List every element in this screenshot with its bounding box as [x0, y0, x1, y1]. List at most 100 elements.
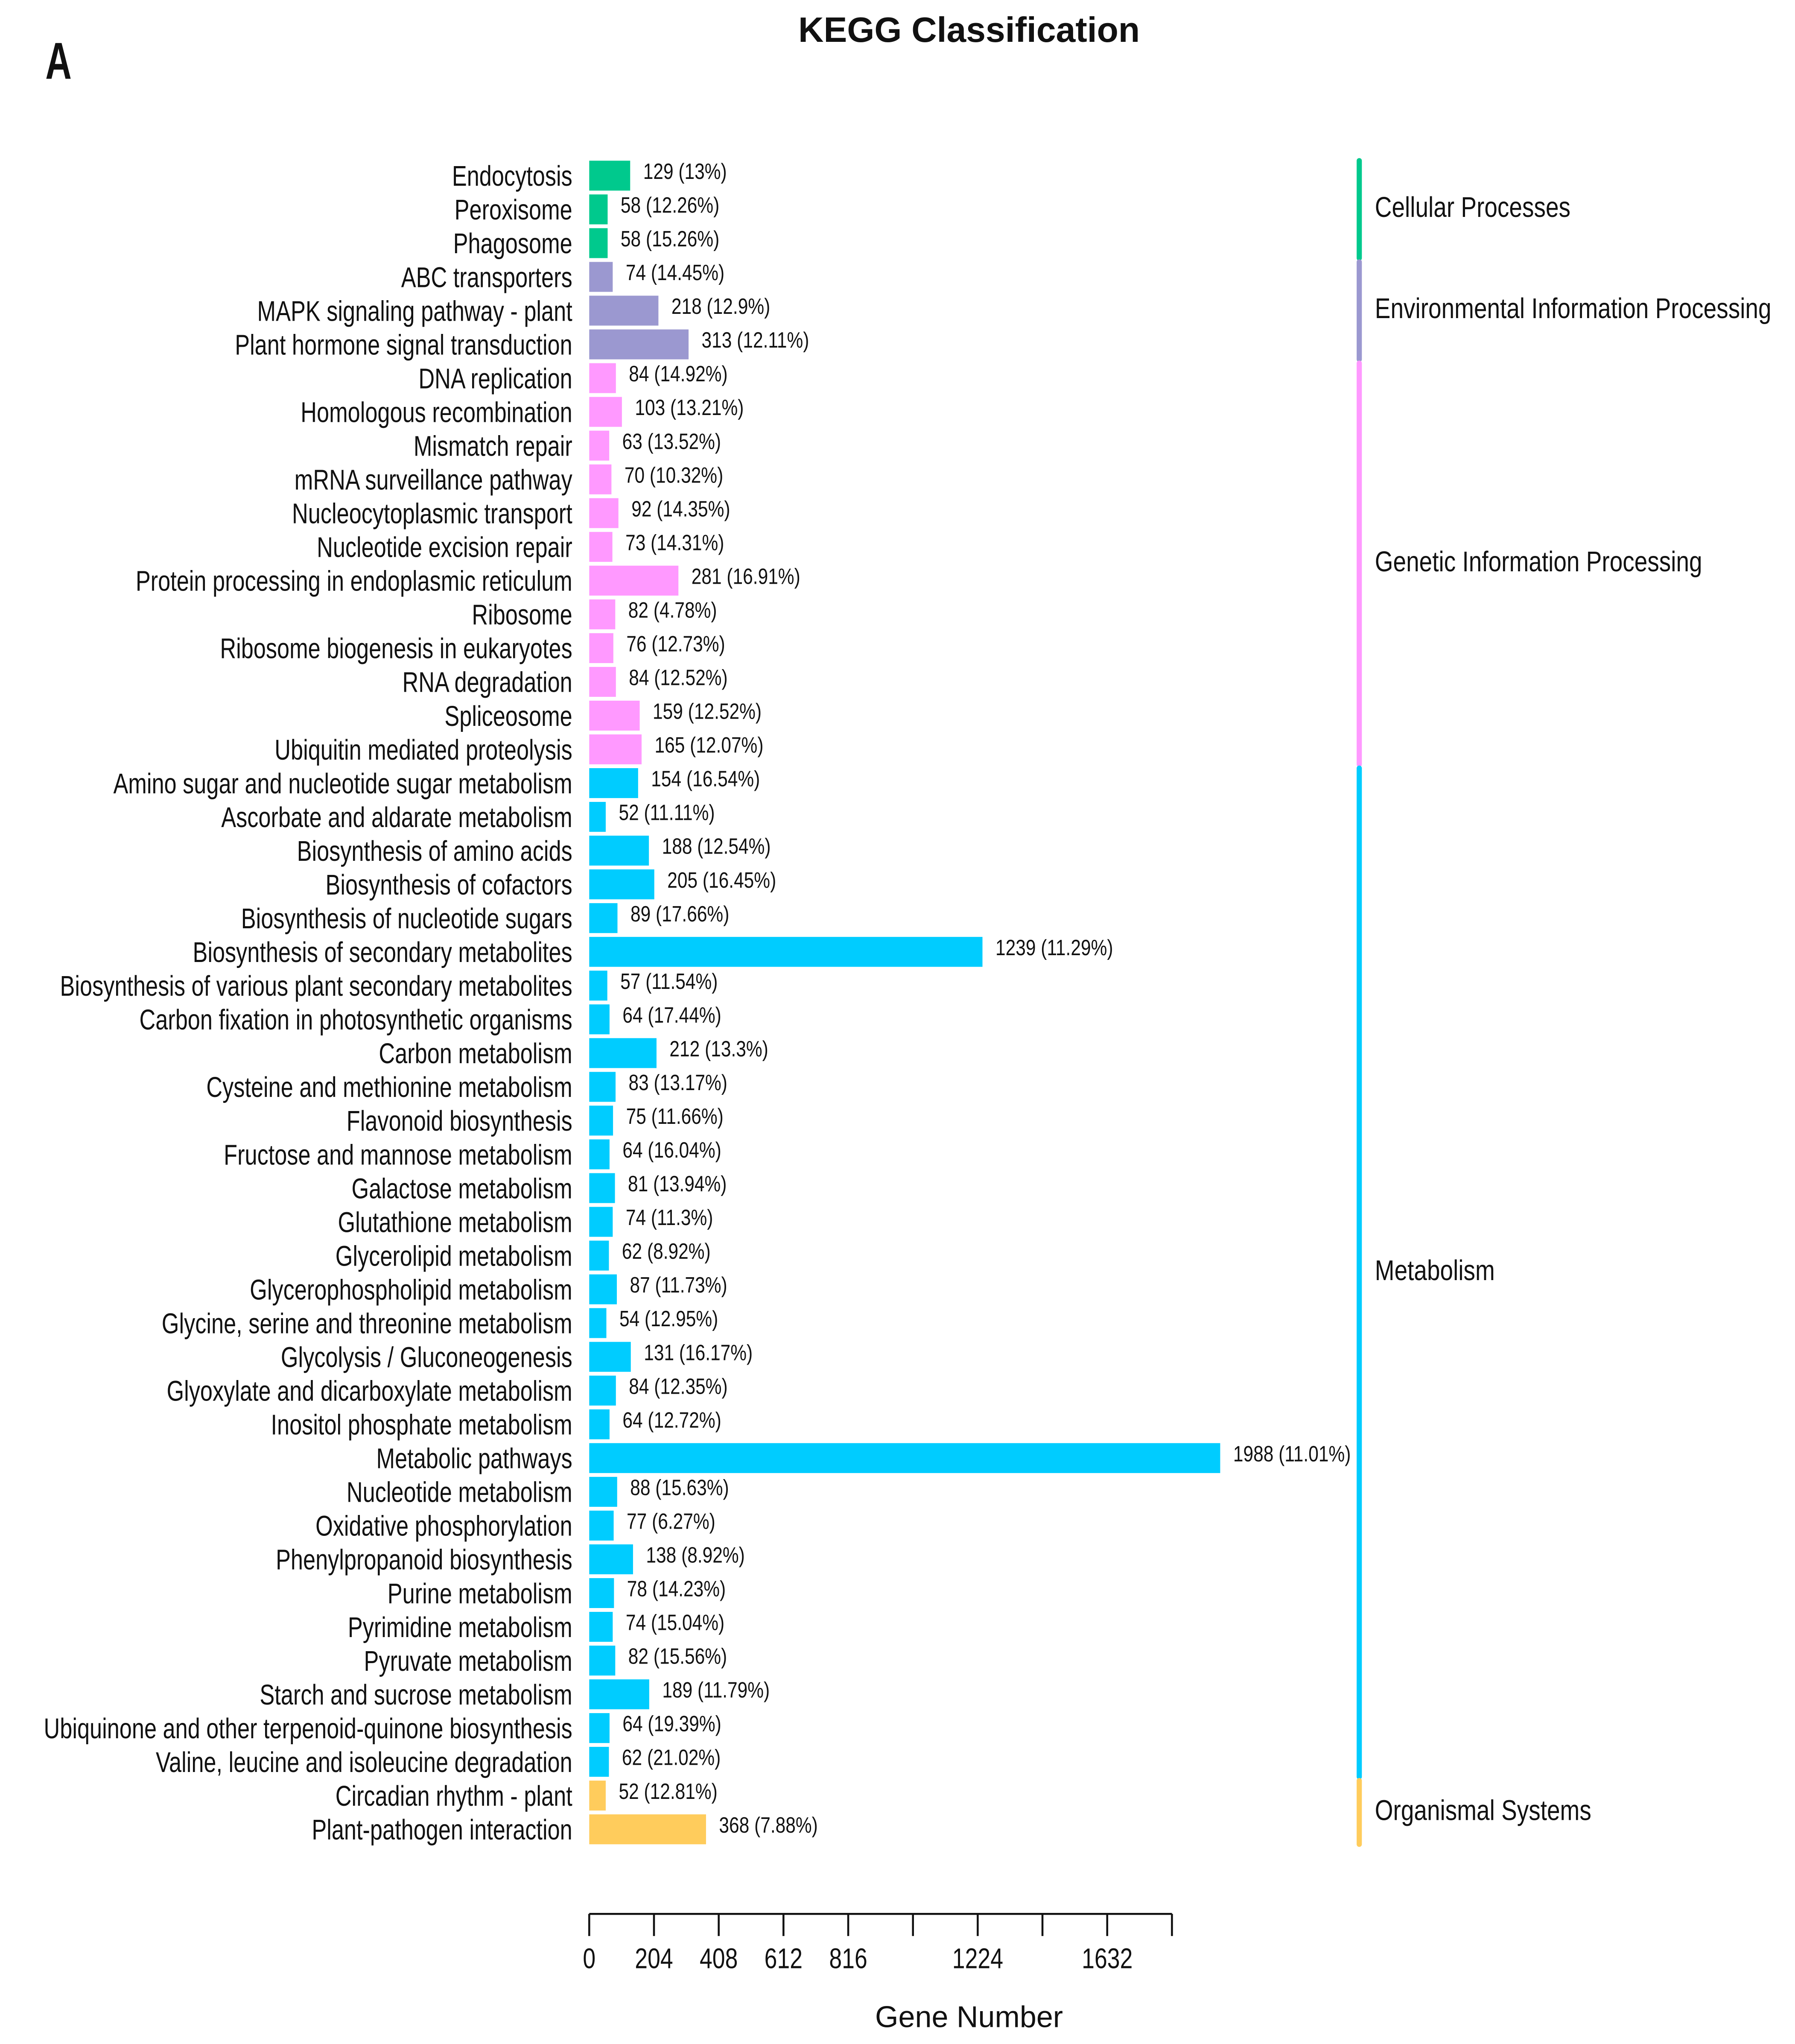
- value-label: 62 (8.92%): [622, 1239, 711, 1264]
- category-label-group: Phagosome: [453, 228, 572, 260]
- value-label-group: 84 (12.35%): [629, 1374, 727, 1399]
- bar: [589, 262, 613, 292]
- bar: [589, 1443, 1220, 1473]
- value-label: 54 (12.95%): [619, 1307, 718, 1331]
- x-tick-label: 0: [583, 1942, 595, 1974]
- bar: [589, 498, 619, 528]
- y-tick-label: Endocytosis: [452, 160, 572, 192]
- value-label: 64 (16.04%): [622, 1138, 721, 1163]
- bar: [589, 802, 606, 832]
- y-tick-label: Protein processing in endoplasmic reticu…: [136, 565, 572, 597]
- bar: [589, 1240, 609, 1271]
- value-label-group: 54 (12.95%): [619, 1307, 718, 1331]
- y-tick-label: Mismatch repair: [414, 430, 572, 462]
- value-label-group: 92 (14.35%): [631, 497, 730, 521]
- y-tick-label: Amino sugar and nucleotide sugar metabol…: [113, 768, 572, 800]
- value-label-group: 212 (13.3%): [669, 1037, 768, 1061]
- y-tick-label: Plant-pathogen interaction: [312, 1814, 572, 1846]
- y-tick-label: Flavonoid biosynthesis: [347, 1105, 572, 1137]
- value-label: 82 (15.56%): [628, 1644, 727, 1669]
- bar: [589, 1038, 657, 1068]
- value-label: 82 (4.78%): [628, 598, 717, 623]
- bar: [589, 1308, 607, 1338]
- value-label-group: 74 (14.45%): [626, 260, 724, 285]
- group-label: Cellular Processes: [1375, 191, 1570, 223]
- value-label: 87 (11.73%): [630, 1273, 727, 1298]
- value-label-group: 64 (16.04%): [622, 1138, 721, 1163]
- x-tick-label-group: 816: [829, 1942, 867, 1974]
- y-tick-label: Inositol phosphate metabolism: [271, 1409, 572, 1441]
- y-tick-label: DNA replication: [418, 363, 572, 395]
- category-label-group: Peroxisome: [455, 194, 572, 226]
- bar: [589, 1645, 616, 1676]
- bar: [589, 1544, 633, 1574]
- value-label-group: 64 (19.39%): [622, 1712, 721, 1737]
- value-label-group: 77 (6.27%): [627, 1509, 715, 1534]
- value-label: 84 (12.35%): [629, 1374, 727, 1399]
- bar: [589, 836, 649, 866]
- value-label-group: 189 (11.79%): [662, 1678, 770, 1703]
- value-label: 159 (12.52%): [653, 699, 762, 724]
- y-tick-label: Glycolysis / Gluconeogenesis: [281, 1341, 572, 1373]
- bar: [589, 1105, 613, 1136]
- value-label-group: 159 (12.52%): [653, 699, 762, 724]
- value-label-group: 89 (17.66%): [630, 902, 729, 927]
- y-tick-label: Galactose metabolism: [351, 1173, 572, 1205]
- category-label-group: Ribosome: [472, 599, 572, 631]
- bar: [589, 1207, 613, 1237]
- y-tick-label: Biosynthesis of amino acids: [297, 835, 572, 867]
- value-label: 129 (13%): [643, 159, 727, 184]
- value-label-group: 188 (12.54%): [662, 834, 771, 859]
- value-label-group: 75 (11.66%): [626, 1104, 724, 1129]
- bar: [589, 1814, 706, 1845]
- bar: [589, 937, 983, 967]
- value-label-group: 84 (14.92%): [629, 362, 727, 386]
- y-tick-label: Ribosome: [472, 599, 572, 631]
- value-label: 92 (14.35%): [631, 497, 730, 521]
- x-tick-label-group: 204: [635, 1942, 673, 1974]
- bar: [589, 1611, 613, 1642]
- value-label: 83 (13.17%): [629, 1070, 727, 1095]
- bar: [589, 768, 638, 798]
- value-label-group: 64 (12.72%): [622, 1408, 721, 1433]
- value-label: 205 (16.45%): [667, 868, 776, 893]
- category-label-group: Endocytosis: [452, 160, 572, 192]
- value-label: 57 (11.54%): [620, 969, 718, 994]
- value-label-group: 81 (13.94%): [628, 1172, 727, 1196]
- value-label: 212 (13.3%): [669, 1037, 768, 1061]
- bar: [589, 903, 618, 933]
- category-label-group: Ubiquinone and other terpenoid-quinone b…: [44, 1713, 572, 1745]
- category-label-group: Glycerolipid metabolism: [336, 1240, 572, 1272]
- value-label: 218 (12.9%): [671, 294, 770, 319]
- category-label-group: Biosynthesis of nucleotide sugars: [241, 903, 572, 935]
- value-label: 88 (15.63%): [630, 1476, 729, 1500]
- category-label-group: Galactose metabolism: [351, 1173, 572, 1205]
- value-label-group: 205 (16.45%): [667, 868, 776, 893]
- value-label-group: 1239 (11.29%): [995, 936, 1113, 960]
- category-label-group: Biosynthesis of cofactors: [325, 869, 572, 901]
- value-label-group: 218 (12.9%): [671, 294, 770, 319]
- bar: [589, 363, 616, 393]
- x-tick-label: 816: [829, 1942, 867, 1974]
- y-tick-label: Pyruvate metabolism: [364, 1645, 572, 1677]
- bar: [589, 1004, 610, 1035]
- y-tick-label: Ubiquinone and other terpenoid-quinone b…: [44, 1713, 572, 1745]
- value-label: 188 (12.54%): [662, 834, 771, 859]
- y-tick-label: Cysteine and methionine metabolism: [206, 1071, 572, 1103]
- category-label-group: Homologous recombination: [301, 396, 572, 428]
- bar: [589, 464, 612, 494]
- bar: [589, 295, 659, 326]
- bar: [589, 599, 616, 629]
- value-label-group: 62 (8.92%): [622, 1239, 711, 1264]
- bar: [589, 1747, 609, 1777]
- category-label-group: Glycerophospholipid metabolism: [250, 1274, 572, 1306]
- bar: [589, 1072, 616, 1102]
- y-tick-label: Carbon fixation in photosynthetic organi…: [139, 1004, 572, 1036]
- x-tick-label-group: 0: [583, 1942, 595, 1974]
- category-label-group: MAPK signaling pathway - plant: [257, 295, 572, 327]
- x-axis-label: Gene Number: [875, 2000, 1063, 2034]
- category-label-group: Glycine, serine and threonine metabolism: [162, 1307, 572, 1339]
- value-label: 64 (17.44%): [622, 1003, 721, 1028]
- bar: [589, 1274, 617, 1304]
